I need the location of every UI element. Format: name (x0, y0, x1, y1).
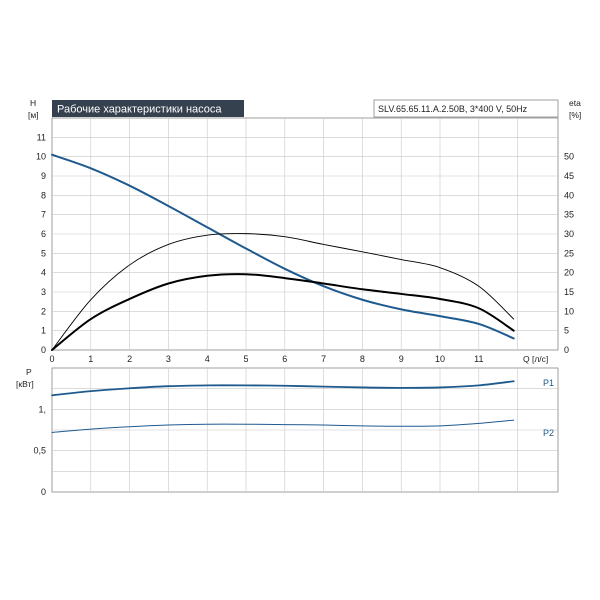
power-tick-label: 0 (41, 487, 46, 497)
model-label-box (373, 99, 559, 118)
eta-tick-label: 5 (564, 326, 569, 336)
head-tick-label: 4 (41, 268, 46, 278)
model-label: SLV.65.65.11.A.2.50B, 3*400 V, 50Hz (378, 104, 528, 114)
head-tick-label: 3 (41, 287, 46, 297)
series-line-eta_thin (51, 233, 515, 351)
q-axis-label: Q [л/с] (523, 354, 548, 364)
eta-tick-label: 30 (564, 229, 574, 239)
eta-tick-label: 35 (564, 210, 574, 220)
series-line-eta_thick (51, 273, 515, 351)
head-eta-grid (52, 118, 558, 350)
head-tick-label: 1 (41, 326, 46, 336)
head-tick-label: 9 (41, 171, 46, 181)
eta-tick-label: 45 (564, 171, 574, 181)
q-tick-label: 5 (243, 354, 248, 364)
eta-tick-label: 25 (564, 248, 574, 258)
power-axis-label-line1: P (26, 367, 32, 377)
eta-tick-label: 20 (564, 268, 574, 278)
head-y-ticks: 0 1 2 3 4 5 6 7 8 9 10 11 (36, 132, 46, 355)
series-line-H (51, 153, 515, 340)
q-tick-label: 3 (166, 354, 171, 364)
head-axis-label-line1: H (30, 98, 36, 108)
q-tick-label: 6 (282, 354, 287, 364)
q-tick-label: 2 (127, 354, 132, 364)
head-tick-label: 2 (41, 306, 46, 316)
power-series (51, 380, 515, 433)
q-tick-label: 9 (399, 354, 404, 364)
p2-series-label: P2 (543, 428, 554, 438)
head-eta-series (51, 153, 515, 351)
chart-title: Рабочие характеристики насоса (57, 104, 222, 116)
head-axis-label-line2: [м] (28, 110, 39, 120)
title-background (52, 100, 244, 117)
series-line-p1 (51, 380, 515, 397)
eta-tick-label: 40 (564, 190, 574, 200)
head-tick-label: 5 (41, 248, 46, 258)
eta-axis-label-line1: eta (569, 98, 581, 108)
head-tick-label: 6 (41, 229, 46, 239)
head-tick-label: 8 (41, 190, 46, 200)
q-tick-label: 0 (49, 354, 54, 364)
power-tick-label: 0,5 (33, 446, 46, 456)
q-tick-label: 10 (435, 354, 445, 364)
q-x-ticks: 0 1 2 3 4 5 6 7 8 9 10 11 (49, 354, 483, 364)
eta-axis-label-line2: [%] (569, 110, 581, 120)
head-tick-label: 0 (41, 345, 46, 355)
head-tick-label: 10 (36, 152, 46, 162)
q-tick-label: 11 (474, 354, 483, 364)
eta-tick-label: 0 (564, 345, 569, 355)
q-tick-label: 4 (205, 354, 210, 364)
power-axis-label-line2: [кВт] (16, 379, 34, 389)
power-panel: 0 0,5 1, P [кВт] P1 P2 (16, 367, 559, 497)
p1-series-label: P1 (543, 378, 554, 388)
q-tick-label: 8 (360, 354, 365, 364)
q-tick-label: 7 (321, 354, 326, 364)
eta-tick-label: 50 (564, 152, 574, 162)
head-tick-label: 7 (41, 210, 46, 220)
eta-tick-label: 10 (564, 306, 574, 316)
eta-y-ticks: 0 5 10 15 20 25 30 35 40 45 50 (564, 152, 574, 355)
power-y-ticks: 0 0,5 1, (33, 404, 46, 497)
eta-tick-label: 15 (564, 287, 574, 297)
series-line-p2 (51, 419, 515, 433)
head-tick-label: 11 (37, 132, 46, 142)
power-tick-label: 1, (38, 404, 46, 414)
q-tick-label: 1 (88, 354, 93, 364)
